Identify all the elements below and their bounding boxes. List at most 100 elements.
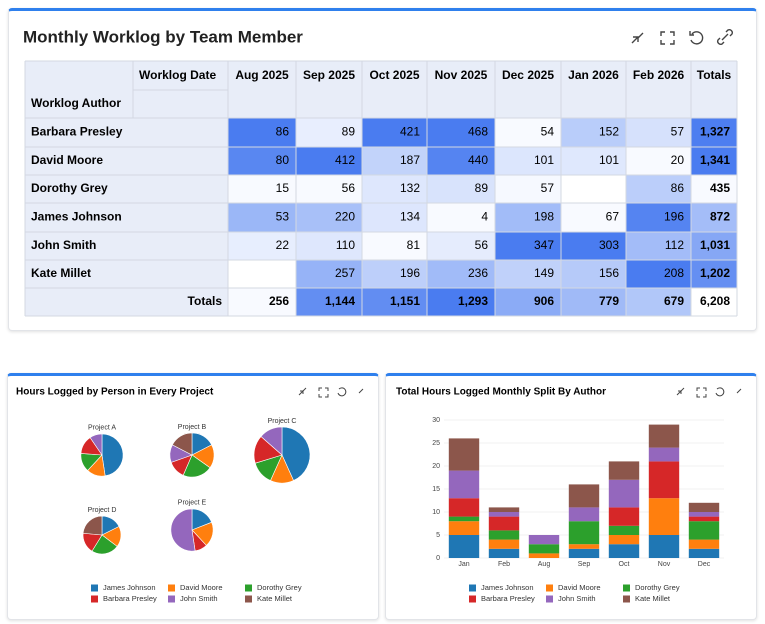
cell-value: 54	[541, 125, 555, 139]
cell-bg	[626, 118, 691, 147]
cell-value: 67	[606, 210, 620, 224]
legend-swatch	[623, 595, 630, 603]
cell-bg	[296, 118, 362, 147]
bar-segment	[648, 424, 680, 448]
cell-bg	[427, 288, 495, 316]
bar-segment	[648, 447, 680, 462]
cell-value: 149	[534, 266, 554, 280]
cell-bg	[228, 288, 296, 316]
row-label: Kate Millet	[31, 266, 91, 280]
link-icon[interactable]	[717, 29, 733, 45]
cell-bg	[228, 175, 296, 203]
cell-value: 435	[710, 181, 730, 195]
pie-slice	[89, 433, 103, 456]
cell-value: 4	[481, 210, 488, 224]
bar-segment	[488, 512, 520, 517]
bar-segment	[688, 521, 720, 540]
cell-bg	[626, 203, 691, 232]
cell-value: 303	[599, 238, 619, 252]
column-label: Nov 2025	[435, 68, 488, 82]
fullscreen-icon[interactable]	[660, 31, 675, 45]
cell-bg	[561, 260, 626, 288]
cell-bg	[228, 147, 296, 175]
bar-segment	[568, 484, 600, 508]
cell-bg	[691, 118, 737, 147]
x-tick-label: Aug	[538, 561, 551, 568]
cell-bg	[626, 232, 691, 260]
cell-bg	[561, 118, 626, 147]
cell-value: 86	[276, 125, 290, 139]
legend-label: John Smith	[180, 594, 218, 603]
pie-label: Project E	[178, 500, 207, 507]
legend-swatch	[546, 595, 553, 603]
pie-label: Project B	[178, 424, 207, 431]
cell-value: 112	[665, 238, 684, 252]
bar-segment	[648, 498, 680, 535]
column-header-label: Worklog Date	[139, 68, 216, 82]
column-label: Sep 2025	[303, 68, 355, 82]
pivot-table: Worklog Date Worklog Author Aug 2025 Sep 20…	[24, 60, 738, 317]
y-tick-label: 30	[432, 417, 440, 424]
cell-bg	[691, 175, 737, 203]
cell-value: 468	[468, 125, 488, 139]
y-tick-label: 25	[432, 440, 440, 447]
refresh-icon[interactable]	[689, 31, 704, 45]
cell-bg	[495, 147, 561, 175]
cell-value: 1,327	[700, 125, 730, 139]
cell-bg	[561, 203, 626, 232]
cell-bg	[362, 175, 427, 203]
bar-segment	[608, 525, 640, 535]
legend-label: David Moore	[180, 583, 223, 592]
legend-label: Barbara Presley	[481, 594, 535, 603]
pie-slice	[260, 426, 283, 456]
cell-value: 156	[599, 266, 619, 280]
cell-bg	[691, 203, 737, 232]
legend-label: Kate Millet	[257, 594, 293, 603]
row-label: James Johnson	[31, 210, 122, 224]
x-tick-label: Sep	[578, 561, 591, 568]
cell-value: 196	[664, 210, 684, 224]
bar-segment	[688, 502, 720, 512]
x-tick-label: Nov	[658, 561, 671, 568]
pie-slice	[171, 432, 193, 456]
legend-label: James Johnson	[481, 583, 534, 592]
cell-value: 134	[400, 210, 420, 224]
bar-segment	[568, 548, 600, 558]
y-tick-label: 15	[432, 486, 440, 493]
bar-segment	[528, 553, 560, 558]
cell-value: 236	[468, 266, 488, 280]
cell-bg	[626, 175, 691, 203]
cell-value: 187	[400, 153, 420, 167]
cell-bg	[626, 288, 691, 316]
legend-swatch	[91, 584, 98, 592]
pie-slice	[170, 508, 196, 552]
cell-value: 86	[671, 181, 685, 195]
cell-bg	[362, 203, 427, 232]
x-tick-label: Feb	[498, 561, 510, 568]
cell-value: 196	[400, 266, 420, 280]
pie-slice	[101, 433, 124, 477]
pie-label: Project C	[268, 418, 297, 425]
x-tick-label: Dec	[698, 561, 711, 568]
cell-value: 101	[534, 153, 554, 167]
bar-segment	[528, 544, 560, 554]
pie-icons[interactable]	[298, 387, 364, 398]
minimize-icon[interactable]	[631, 32, 644, 44]
cell-bg	[626, 260, 691, 288]
row-label: David Moore	[31, 153, 103, 167]
bar-segment	[488, 548, 520, 558]
bar-segment	[448, 470, 480, 499]
cell-value: 347	[534, 238, 554, 252]
cell-bg	[228, 118, 296, 147]
legend-swatch	[91, 595, 98, 603]
cell-value: 22	[276, 238, 290, 252]
cell-value: 101	[599, 153, 619, 167]
table-toolbar[interactable]	[631, 29, 733, 45]
cell-value: 89	[342, 125, 356, 139]
bar-icons[interactable]	[676, 387, 742, 398]
bar-segment	[648, 461, 680, 499]
bar-segment	[688, 548, 720, 558]
cell-value: 110	[336, 238, 355, 252]
cell-bg	[296, 147, 362, 175]
pie-toolbar[interactable]	[298, 387, 742, 398]
